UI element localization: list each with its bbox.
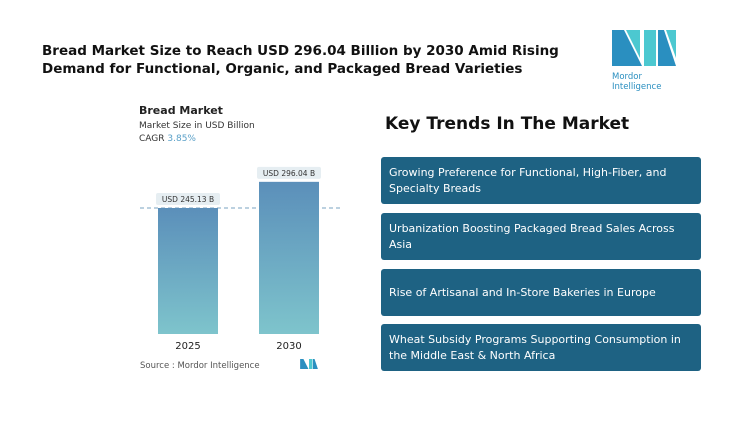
data-label: USD 296.04 B — [263, 169, 315, 178]
data-label-bg — [257, 166, 321, 179]
trend-item: Urbanization Boosting Packaged Bread Sal… — [381, 213, 701, 260]
data-label-bg — [156, 193, 220, 206]
cagr-value: 3.85% — [167, 134, 196, 144]
bar-2030 — [259, 181, 319, 334]
cagr: CAGR 3.85% — [139, 134, 196, 144]
mordor-logo: Mordor Intelligence — [612, 30, 692, 92]
bar-chart: USD 245.13 B 2025 USD 296.04 B 2030 — [140, 166, 342, 352]
logo-text: Mordor Intelligence — [612, 72, 662, 92]
trend-item: Wheat Subsidy Programs Supporting Consum… — [381, 324, 701, 371]
mordor-logo-icon — [612, 30, 676, 66]
key-trends-heading: Key Trends In The Market — [385, 114, 630, 134]
x-tick-label: 2025 — [175, 341, 200, 352]
chart-subtitle: Market Size in USD Billion — [139, 121, 255, 131]
page-title: Bread Market Size to Reach USD 296.04 Bi… — [42, 43, 559, 77]
cagr-label: CAGR — [139, 134, 165, 144]
chart-title: Bread Market — [139, 104, 223, 117]
trend-item: Rise of Artisanal and In-Store Bakeries … — [381, 269, 701, 316]
data-label: USD 245.13 B — [162, 195, 214, 204]
x-tick-label: 2030 — [276, 341, 301, 352]
source-logo-icon — [300, 359, 318, 369]
bar-2025 — [158, 208, 218, 334]
trend-item: Growing Preference for Functional, High-… — [381, 157, 701, 204]
source-text: Source : Mordor Intelligence — [140, 361, 260, 371]
